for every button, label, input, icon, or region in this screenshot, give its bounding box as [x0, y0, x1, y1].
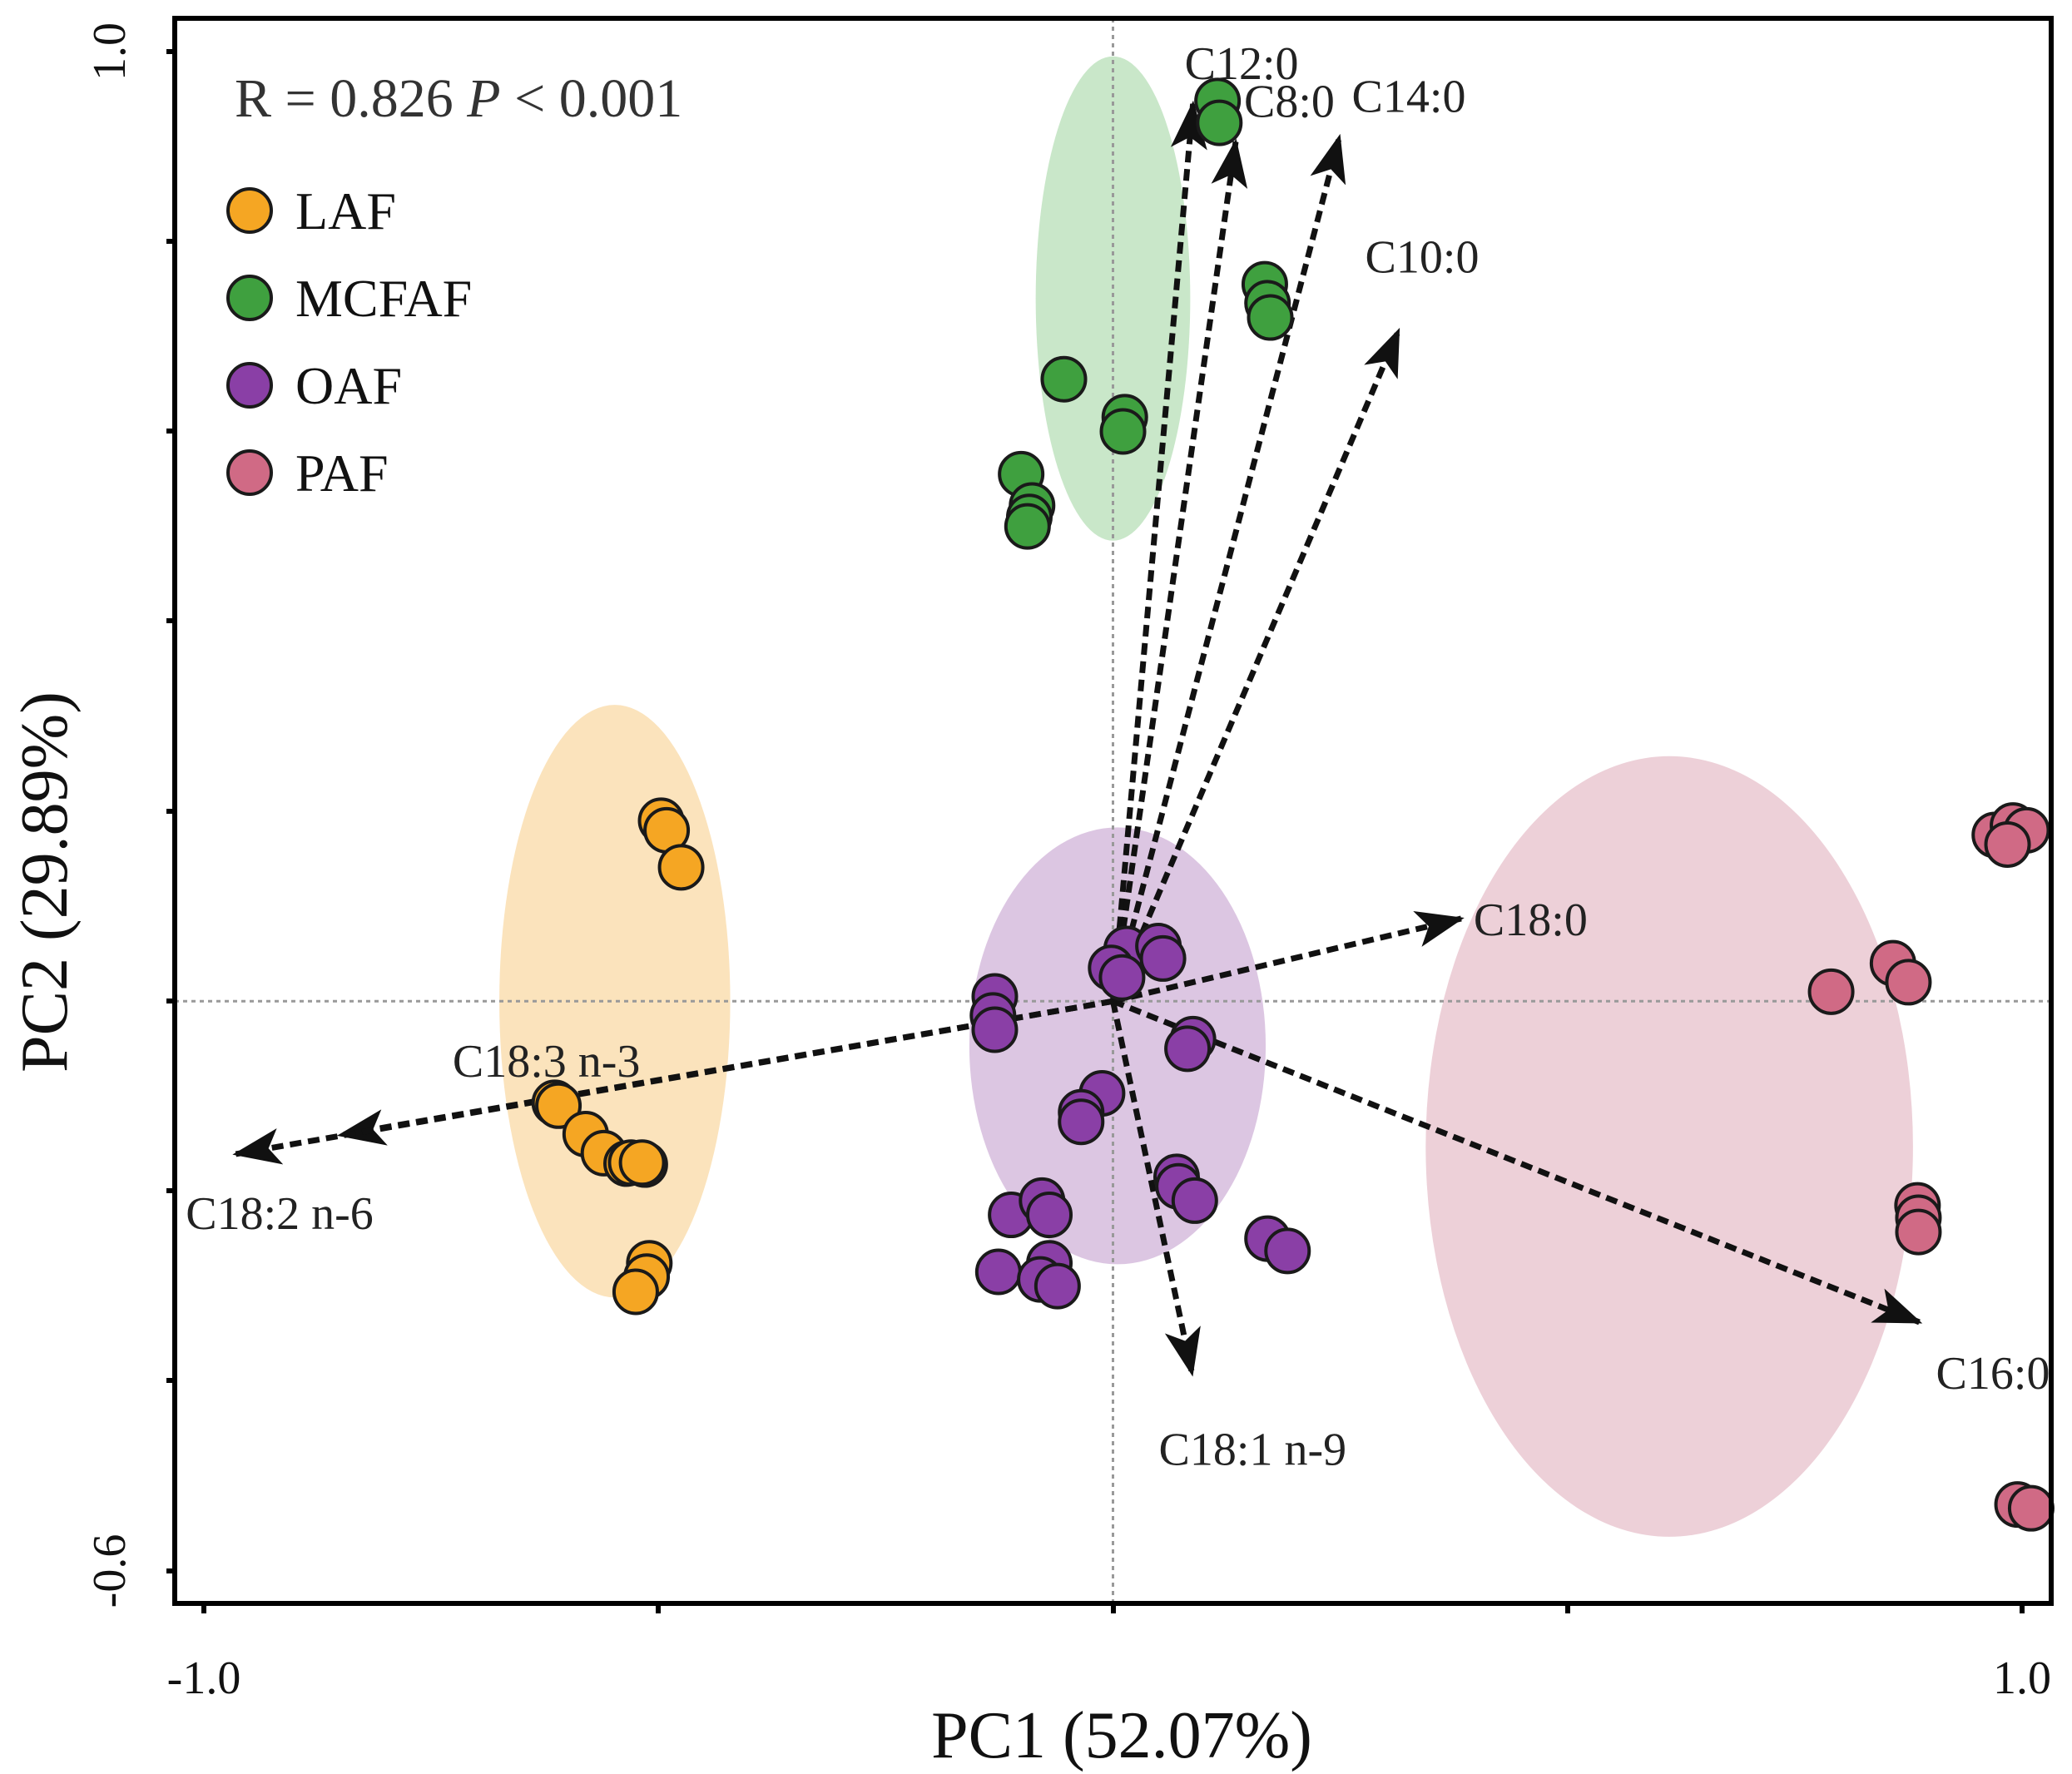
vector-arrow-c10-0	[1110, 327, 1401, 1003]
point-oaf	[1058, 1098, 1105, 1146]
point-oaf	[971, 1006, 1019, 1053]
point-paf	[1807, 968, 1855, 1015]
stat-r-value: R = 0.826	[235, 68, 454, 129]
stat-annotation: R = 0.826 P < 0.001	[235, 68, 682, 129]
legend-marker-mcfaf	[226, 275, 273, 321]
legend-marker-laf	[226, 187, 273, 234]
vector-label-c18-2-n-6: C18:2 n-6	[186, 1188, 374, 1240]
vector-arrow-c18-0	[1112, 911, 1465, 1004]
reference-lines	[175, 18, 2051, 1603]
legend-marker-oaf	[226, 362, 273, 409]
point-oaf	[1139, 934, 1187, 982]
legend-label-laf: LAF	[295, 181, 396, 240]
stat-p-value: < 0.001	[514, 68, 682, 129]
vector-label-c18-0: C18:0	[1474, 894, 1588, 946]
point-oaf	[1034, 1262, 1081, 1310]
vector-arrow-c14-0	[1110, 133, 1346, 1003]
x-axis-title: PC1 (52.07%)	[931, 1699, 1312, 1772]
y-tick-label-bottom: -0.6	[84, 1534, 136, 1608]
vector-label-c10-0: C10:0	[1366, 232, 1480, 284]
legend-label-oaf: OAF	[295, 356, 402, 415]
point-paf	[1895, 1208, 1942, 1256]
point-paf	[2007, 1484, 2055, 1532]
x-tick-label-right: 1.0	[1993, 1653, 2051, 1704]
vector-label-c14-0: C14:0	[1352, 72, 1466, 123]
legend-item-laf: LAF	[226, 181, 396, 240]
point-oaf	[1264, 1227, 1311, 1275]
legend-item-paf: PAF	[226, 444, 389, 503]
point-oaf	[974, 1248, 1022, 1296]
point-oaf	[1098, 954, 1146, 1001]
legend-label-mcfaf: MCFAF	[295, 269, 472, 328]
y-axis-title: PC2 (29.89%)	[8, 691, 82, 1073]
ellipse-mcfaf	[1035, 56, 1191, 541]
point-mcfaf	[1040, 355, 1088, 403]
vector-label-c18-1-n-9: C18:1 n-9	[1159, 1425, 1347, 1476]
stat-p-symbol: P	[466, 68, 500, 129]
legend-label-paf: PAF	[295, 444, 389, 503]
vector-labels: C12:0C8:0 C14:0 C10:0 C18:0 C16:0 C18:1 n-9 C1…	[186, 38, 2050, 1476]
point-laf	[612, 1268, 659, 1316]
ellipse-paf	[1425, 756, 1913, 1537]
point-mcfaf	[1099, 408, 1147, 455]
point-mcfaf	[1247, 294, 1294, 341]
legend-item-oaf: OAF	[226, 356, 402, 415]
vector-label-c12-0: C12:0	[1185, 38, 1299, 90]
vector-arrow-c18-1-n-9	[1110, 1000, 1201, 1377]
point-paf	[1885, 959, 1932, 1006]
point-paf	[1984, 820, 2031, 868]
vector-label-c18-3-n-3: C18:3 n-3	[453, 1036, 641, 1088]
vector-arrow-c8-0	[1110, 138, 1248, 1002]
point-oaf	[1164, 1025, 1212, 1073]
group-ellipses	[499, 56, 1913, 1537]
vector-arrow-c16-0	[1112, 998, 1923, 1326]
legend-marker-paf	[226, 449, 273, 496]
point-laf	[618, 1139, 666, 1187]
legend-item-mcfaf: MCFAF	[226, 269, 472, 328]
point-laf	[535, 1082, 582, 1129]
point-laf	[657, 844, 705, 891]
axis-ticks	[166, 49, 2025, 1613]
legend: LAF MCFAF OAF PAF	[226, 181, 472, 503]
vector-label-c8-0: C8:0	[1244, 76, 1335, 127]
y-tick-label-top: 1.0	[84, 22, 136, 81]
vector-arrow-c12-0	[1110, 100, 1207, 1002]
data-points	[531, 77, 2055, 1532]
vector-label-c16-0: C16:0	[1936, 1348, 2050, 1400]
ellipse-oaf	[969, 827, 1266, 1265]
point-mcfaf	[1004, 503, 1051, 550]
point-oaf	[1026, 1192, 1073, 1239]
x-tick-label-left: -1.0	[167, 1653, 241, 1704]
vector-arrow-c18-2-n-6	[232, 998, 1114, 1165]
point-mcfaf	[1196, 99, 1243, 146]
point-oaf	[1171, 1177, 1218, 1224]
